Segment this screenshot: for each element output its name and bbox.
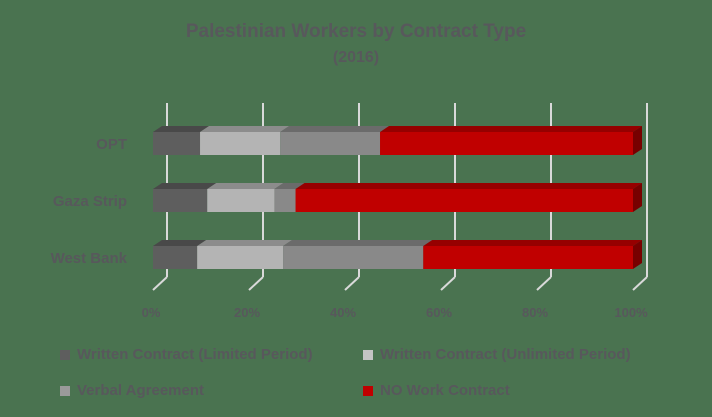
bar-segment-top [274,183,305,189]
tick-label: 0% [141,305,161,320]
tick-label: 20% [233,305,261,320]
legend-label: NO Work Contract [380,382,510,399]
legend-label: Written Contract (Unlimited Period) [380,346,631,363]
tick-label: 80% [521,305,549,320]
bar-segment-no-work-contract [423,246,633,269]
bar-segment-written-contract-unlimited-period [207,189,275,212]
bar-segment-top [295,183,642,189]
bar-segment-top [153,240,207,246]
legend-swatch-icon [363,349,373,360]
bar-segment-verbal-agreement [280,132,381,155]
bar-segment-written-contract-limited-period [153,189,208,212]
bar-segment-top [380,126,642,132]
category-label: West Bank [50,250,127,267]
legend-label: Verbal Agreement [77,382,204,399]
bar-segment-written-contract-unlimited-period [200,132,281,155]
legend-item: Written Contract (Unlimited Period) [363,346,631,363]
chart-title: Palestinian Workers by Contract Type [185,21,527,42]
bar-segment-top [280,126,390,132]
legend-item: Verbal Agreement [60,382,204,399]
bar-end-side [633,126,642,155]
bar-segment-top [207,183,284,189]
legend-swatch-icon [60,349,70,360]
bar-segment-top [200,126,290,132]
bar-end-side [633,183,642,212]
bar-segment-verbal-agreement [274,189,296,212]
tick-label: 60% [425,305,453,320]
category-label: Gaza Strip [52,193,127,210]
bar-segment-no-work-contract [295,189,633,212]
bar-end-side [633,240,642,269]
bar-segment-top [283,240,433,246]
gridline-floor [152,276,168,291]
bar-segment-written-contract-unlimited-period [197,246,284,269]
tick-label: 40% [329,305,357,320]
category-label: OPT [96,136,127,153]
bar-segment-no-work-contract [380,132,633,155]
gridline-floor [440,276,456,291]
legend-item: Written Contract (Limited Period) [60,346,313,363]
legend-swatch-icon [60,385,70,396]
legend-swatch-icon [363,385,373,396]
bar-segment-written-contract-limited-period [153,246,198,269]
bar-segment-written-contract-limited-period [153,132,201,155]
chart-subtitle: (2016) [332,49,380,66]
gridline-floor [536,276,552,291]
bar-segment-top [423,240,642,246]
bar-segment-top [153,126,210,132]
legend-item: NO Work Contract [363,382,510,399]
legend-label: Written Contract (Limited Period) [77,346,313,363]
bar-segment-verbal-agreement [283,246,424,269]
bar-segment-top [153,183,217,189]
bar-segment-top [197,240,293,246]
gridline-floor [248,276,264,291]
gridline-floor [632,276,648,291]
tick-label: 100% [614,305,648,320]
gridline-floor [344,276,360,291]
